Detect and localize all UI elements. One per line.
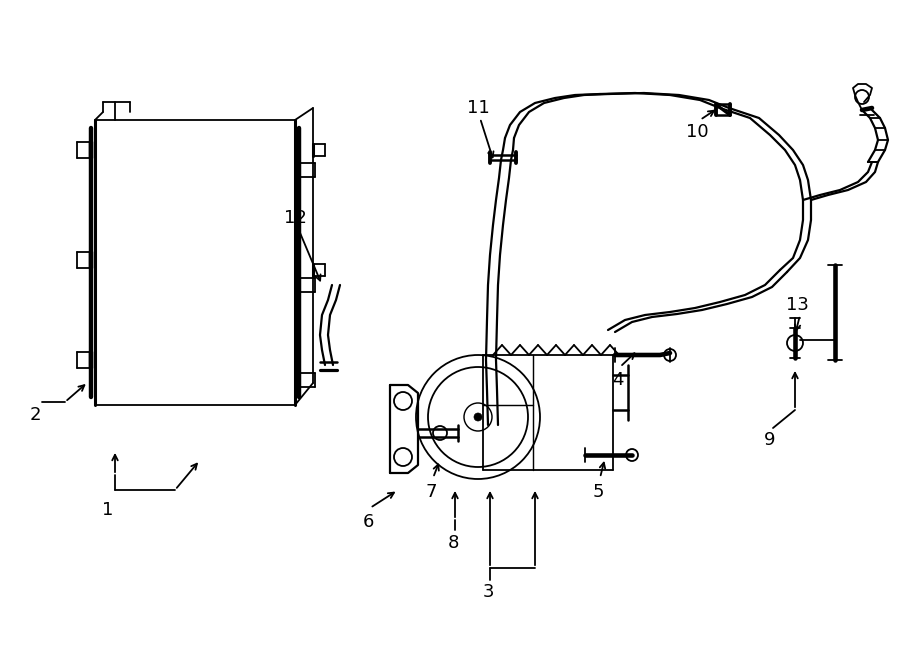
- Text: 6: 6: [363, 513, 374, 531]
- Text: 9: 9: [764, 431, 776, 449]
- Text: 2: 2: [29, 406, 40, 424]
- Text: 10: 10: [686, 123, 708, 141]
- Text: 7: 7: [425, 483, 436, 501]
- Text: 13: 13: [786, 296, 808, 314]
- Text: 11: 11: [466, 99, 490, 117]
- Text: 12: 12: [284, 209, 306, 227]
- Text: 8: 8: [447, 534, 459, 552]
- Circle shape: [474, 413, 482, 421]
- Text: 1: 1: [103, 501, 113, 519]
- Text: 4: 4: [612, 371, 624, 389]
- Text: 5: 5: [592, 483, 604, 501]
- Text: 3: 3: [482, 583, 494, 601]
